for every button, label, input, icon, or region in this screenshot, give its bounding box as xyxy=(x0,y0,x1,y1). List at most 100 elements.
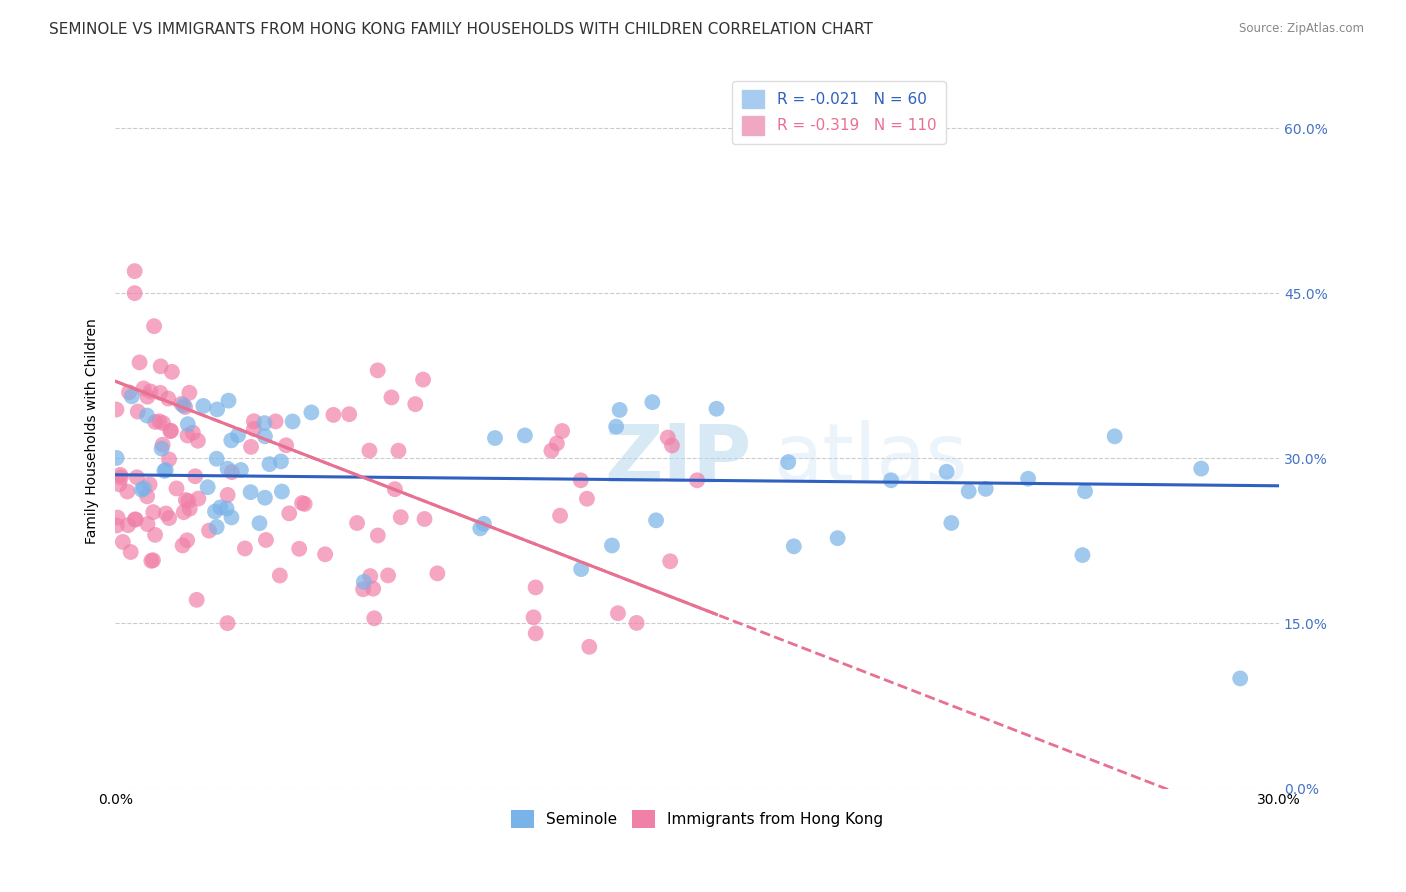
Point xyxy=(172,538,194,552)
Point xyxy=(174,400,197,414)
Point xyxy=(139,384,162,399)
Point xyxy=(197,480,219,494)
Point xyxy=(957,484,980,499)
Point xyxy=(170,397,193,411)
Point xyxy=(110,467,132,482)
Point xyxy=(1071,548,1094,562)
Point xyxy=(299,405,322,419)
Point xyxy=(641,395,664,409)
Point xyxy=(136,390,159,404)
Point xyxy=(337,407,360,421)
Point xyxy=(413,512,436,526)
Point xyxy=(569,473,592,487)
Point xyxy=(359,569,381,583)
Point xyxy=(143,415,166,429)
Point xyxy=(121,389,143,403)
Point xyxy=(143,528,166,542)
Point xyxy=(239,485,262,500)
Point xyxy=(645,513,668,527)
Point xyxy=(152,438,174,452)
Point xyxy=(609,403,631,417)
Point xyxy=(783,539,806,553)
Point xyxy=(314,547,336,561)
Point xyxy=(205,451,228,466)
Point xyxy=(124,286,146,301)
Point xyxy=(138,477,160,491)
Point xyxy=(218,393,240,408)
Point xyxy=(198,524,221,538)
Point xyxy=(233,541,256,556)
Point xyxy=(352,582,374,597)
Point xyxy=(1017,472,1039,486)
Point xyxy=(128,355,150,369)
Point xyxy=(380,391,402,405)
Point xyxy=(270,454,292,468)
Point xyxy=(578,640,600,654)
Point xyxy=(551,424,574,438)
Point xyxy=(181,425,204,440)
Point xyxy=(176,533,198,548)
Point xyxy=(160,365,183,379)
Point xyxy=(143,319,166,334)
Point xyxy=(540,443,562,458)
Point xyxy=(107,510,129,524)
Point xyxy=(157,452,180,467)
Point xyxy=(221,465,243,479)
Point xyxy=(472,516,495,531)
Point xyxy=(278,507,301,521)
Point xyxy=(359,443,381,458)
Point xyxy=(607,606,630,620)
Point xyxy=(155,507,177,521)
Point xyxy=(209,500,232,515)
Point xyxy=(111,535,134,549)
Point xyxy=(626,615,648,630)
Point xyxy=(253,416,276,430)
Point xyxy=(131,483,153,497)
Point xyxy=(217,488,239,502)
Point xyxy=(291,496,314,510)
Point xyxy=(661,438,683,452)
Point xyxy=(125,512,148,526)
Point xyxy=(569,562,592,576)
Point xyxy=(159,424,181,438)
Point xyxy=(254,533,277,547)
Point xyxy=(174,493,197,508)
Text: Source: ZipAtlas.com: Source: ZipAtlas.com xyxy=(1239,22,1364,36)
Point xyxy=(149,385,172,400)
Point xyxy=(187,434,209,448)
Point xyxy=(179,385,201,400)
Y-axis label: Family Households with Children: Family Households with Children xyxy=(86,318,100,543)
Point xyxy=(1189,461,1212,475)
Text: ZIP: ZIP xyxy=(605,420,751,499)
Point xyxy=(1104,429,1126,443)
Point xyxy=(157,511,180,525)
Point xyxy=(173,398,195,412)
Point xyxy=(136,409,159,423)
Text: atlas: atlas xyxy=(773,420,967,499)
Point xyxy=(322,408,344,422)
Point xyxy=(270,484,292,499)
Point xyxy=(153,464,176,478)
Point xyxy=(184,469,207,483)
Point xyxy=(105,518,128,533)
Text: SEMINOLE VS IMMIGRANTS FROM HONG KONG FAMILY HOUSEHOLDS WITH CHILDREN CORRELATIO: SEMINOLE VS IMMIGRANTS FROM HONG KONG FA… xyxy=(49,22,873,37)
Point xyxy=(389,510,412,524)
Point xyxy=(179,501,201,516)
Point xyxy=(281,414,304,428)
Point xyxy=(136,517,159,532)
Point xyxy=(353,574,375,589)
Point xyxy=(249,516,271,531)
Point xyxy=(377,568,399,582)
Point xyxy=(205,402,228,417)
Point xyxy=(600,539,623,553)
Point xyxy=(1074,484,1097,499)
Point xyxy=(108,477,131,491)
Point xyxy=(294,497,316,511)
Point xyxy=(686,473,709,487)
Point xyxy=(205,520,228,534)
Point xyxy=(110,470,132,484)
Point xyxy=(387,443,409,458)
Point xyxy=(142,505,165,519)
Point xyxy=(221,434,243,448)
Point xyxy=(706,401,728,416)
